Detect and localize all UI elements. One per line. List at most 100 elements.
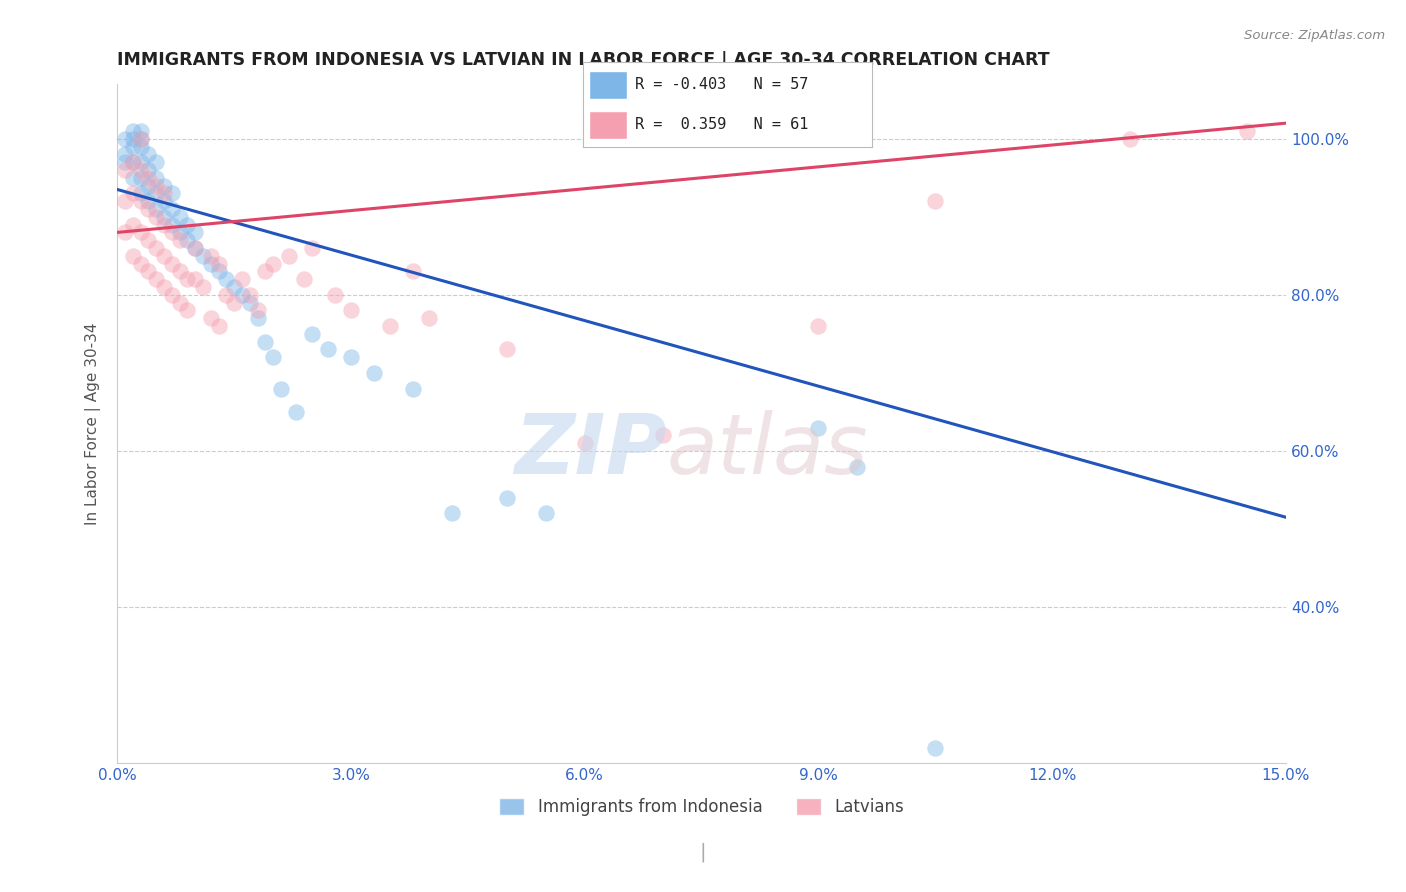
Point <box>153 218 176 232</box>
Point <box>145 202 167 216</box>
Point <box>121 186 143 201</box>
Point <box>145 272 167 286</box>
Point <box>160 202 183 216</box>
Point <box>262 257 284 271</box>
FancyBboxPatch shape <box>589 71 627 99</box>
Point <box>292 272 315 286</box>
Point <box>846 459 869 474</box>
Text: ZIP: ZIP <box>515 410 666 491</box>
Point <box>200 249 222 263</box>
Point <box>129 170 152 185</box>
Point <box>153 280 176 294</box>
Point <box>145 186 167 201</box>
Point <box>138 264 160 278</box>
Point <box>114 194 136 209</box>
Point <box>495 343 517 357</box>
Point <box>145 155 167 169</box>
Point <box>184 226 207 240</box>
Point <box>129 194 152 209</box>
Point <box>254 264 277 278</box>
Point <box>224 280 246 294</box>
Point <box>121 155 143 169</box>
Point <box>145 178 167 193</box>
Point <box>807 319 830 334</box>
Point <box>129 186 152 201</box>
Point <box>239 288 262 302</box>
Point <box>184 241 207 255</box>
Point <box>1236 124 1258 138</box>
Point <box>924 194 946 209</box>
Point <box>138 147 160 161</box>
Text: R =  0.359   N = 61: R = 0.359 N = 61 <box>636 117 808 132</box>
Point <box>378 319 401 334</box>
Point <box>138 170 160 185</box>
Point <box>153 186 176 201</box>
Point <box>270 382 292 396</box>
Point <box>200 311 222 326</box>
Point <box>121 218 143 232</box>
Point <box>285 405 308 419</box>
Point <box>169 295 191 310</box>
Point <box>153 210 176 224</box>
Point <box>184 241 207 255</box>
Point <box>924 740 946 755</box>
Text: |: | <box>700 842 706 862</box>
Point <box>418 311 440 326</box>
Point <box>224 295 246 310</box>
Point <box>129 163 152 178</box>
Point <box>160 186 183 201</box>
Point <box>114 163 136 178</box>
Point <box>160 218 183 232</box>
Point <box>169 264 191 278</box>
Point <box>207 264 229 278</box>
Point <box>129 226 152 240</box>
Point <box>114 132 136 146</box>
Point <box>121 132 143 146</box>
Point <box>184 272 207 286</box>
Point <box>207 319 229 334</box>
Point <box>169 210 191 224</box>
Point <box>246 311 269 326</box>
Point <box>316 343 339 357</box>
Point <box>231 272 253 286</box>
Point <box>363 366 385 380</box>
Text: atlas: atlas <box>666 410 868 491</box>
Point <box>651 428 673 442</box>
Point <box>176 233 198 247</box>
Point <box>138 163 160 178</box>
Point <box>200 257 222 271</box>
Point <box>138 178 160 193</box>
Point <box>114 147 136 161</box>
FancyBboxPatch shape <box>589 111 627 139</box>
Point <box>129 132 152 146</box>
Point <box>129 132 152 146</box>
Point <box>176 303 198 318</box>
Point <box>340 303 363 318</box>
Point <box>169 226 191 240</box>
Point <box>301 241 323 255</box>
Point <box>153 178 176 193</box>
Point <box>153 249 176 263</box>
Point <box>121 124 143 138</box>
Point <box>129 124 152 138</box>
Point <box>402 264 425 278</box>
Point <box>402 382 425 396</box>
Text: R = -0.403   N = 57: R = -0.403 N = 57 <box>636 78 808 93</box>
Point <box>121 139 143 153</box>
Legend: Immigrants from Indonesia, Latvians: Immigrants from Indonesia, Latvians <box>492 791 911 822</box>
Point <box>121 170 143 185</box>
Point <box>441 507 464 521</box>
Point <box>145 210 167 224</box>
Point <box>254 334 277 349</box>
Text: IMMIGRANTS FROM INDONESIA VS LATVIAN IN LABOR FORCE | AGE 30-34 CORRELATION CHAR: IMMIGRANTS FROM INDONESIA VS LATVIAN IN … <box>117 51 1050 69</box>
Point <box>807 420 830 434</box>
Text: Source: ZipAtlas.com: Source: ZipAtlas.com <box>1244 29 1385 42</box>
Point <box>176 218 198 232</box>
Point <box>340 351 363 365</box>
Y-axis label: In Labor Force | Age 30-34: In Labor Force | Age 30-34 <box>86 322 101 524</box>
Point <box>153 194 176 209</box>
Point <box>114 226 136 240</box>
Point <box>129 139 152 153</box>
Point <box>145 170 167 185</box>
Point <box>207 257 229 271</box>
